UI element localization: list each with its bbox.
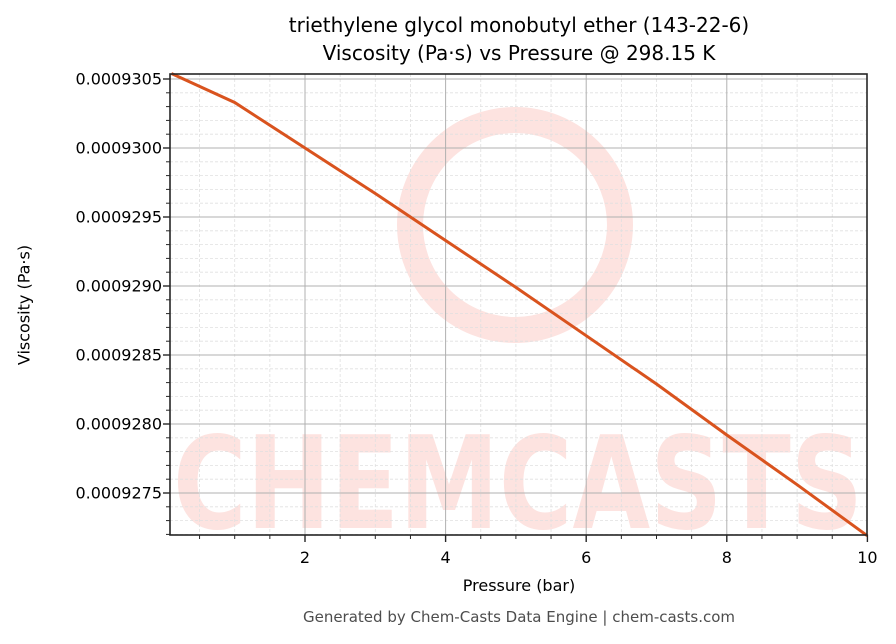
viscosity-line [170,72,869,538]
y-tick-label: 0.0009295 [75,207,162,227]
y-tick-label: 0.0009305 [75,69,162,89]
chart-title-line2: Viscosity (Pa·s) vs Pressure @ 298.15 K [322,41,716,65]
x-tick-label: 2 [299,548,311,567]
y-tick-label: 0.0009300 [75,138,162,158]
y-axis-label: Viscosity (Pa·s) [14,244,34,366]
y-tick-label: 0.0009275 [75,483,162,503]
axes-frame [169,73,868,536]
y-tick-label: 0.0009285 [75,345,162,365]
x-tick-label: 10 [857,548,878,567]
tick-marks [163,78,869,542]
x-tick-label: 4 [440,548,451,567]
x-tick-label: 6 [581,548,592,567]
grid [170,74,867,535]
x-axis-label: Pressure (bar) [462,576,576,595]
x-tick-label: 8 [721,548,732,567]
watermark-text: CHEMCASTS [173,410,863,559]
y-tick-label: 0.0009290 [75,276,162,296]
footer-credit: Generated by Chem-Casts Data Engine | ch… [302,608,736,626]
y-tick-label: 0.0009280 [75,414,162,434]
chart-title-line1: triethylene glycol monobutyl ether (143-… [288,13,750,37]
